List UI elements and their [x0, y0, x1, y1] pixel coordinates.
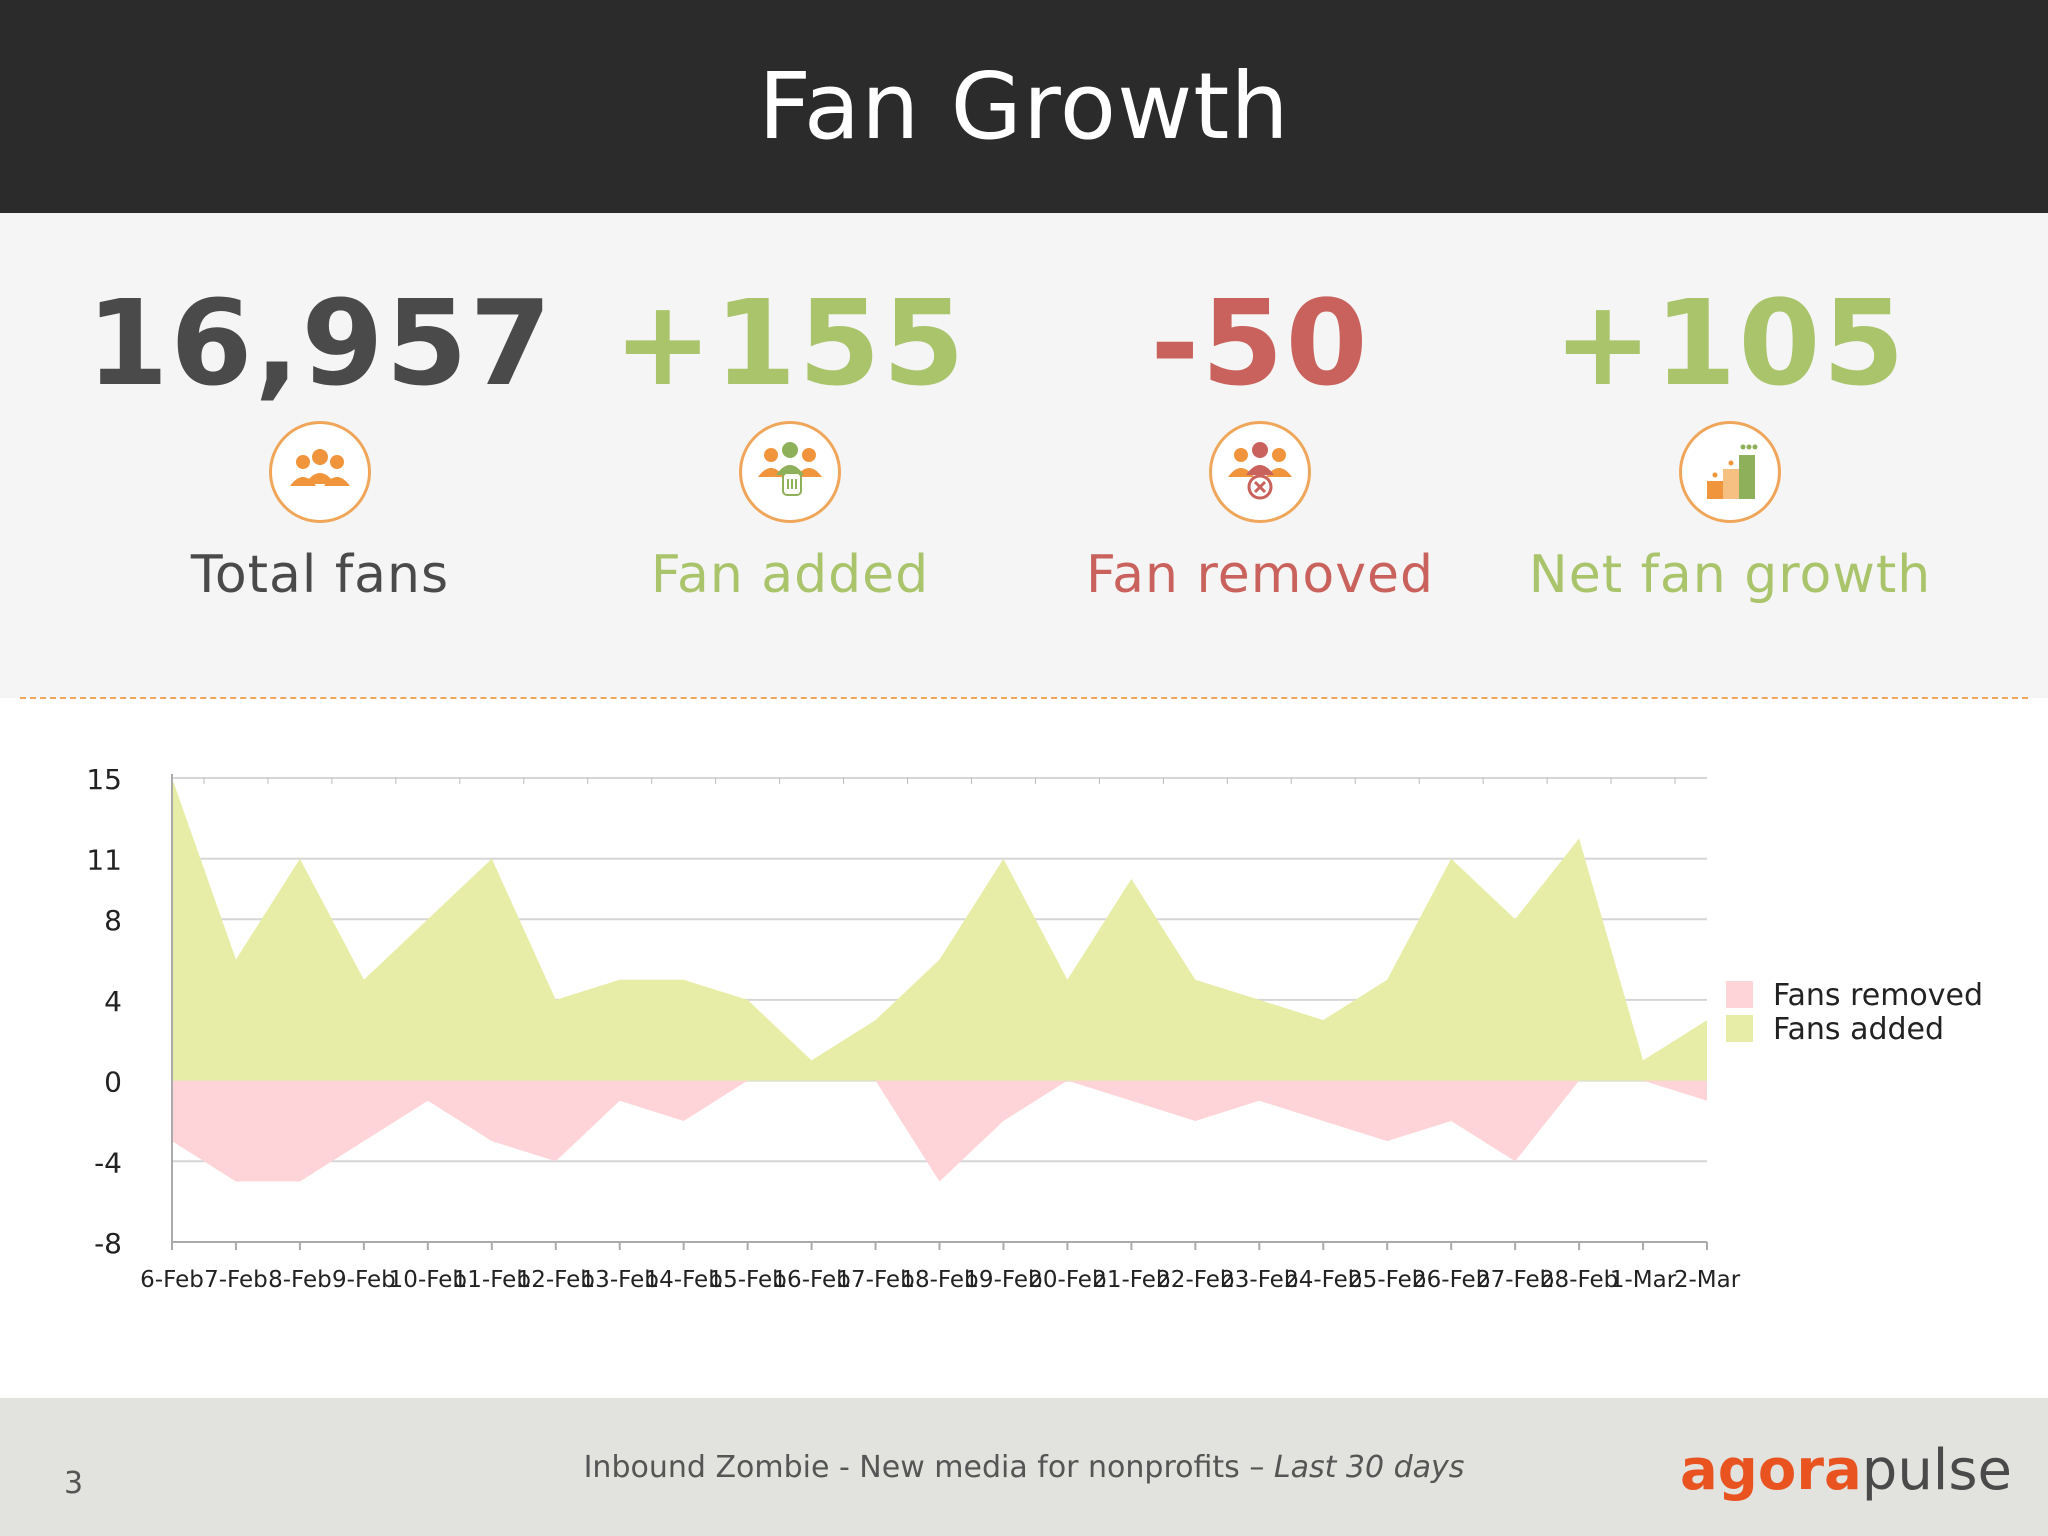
fan-growth-area-chart: 15 11 8 4 0 -4 -8 6-Feb 7-Feb 8-Feb 9-Feb10-Feb11-… [86, 763, 1983, 1293]
x-tick-label: 13-Feb [581, 1267, 659, 1293]
users-group-icon [269, 421, 371, 523]
page-title: Fan Growth [758, 53, 1290, 160]
x-tick-label: 25-Feb [1348, 1267, 1426, 1293]
section-divider [20, 697, 2028, 699]
x-tick-label: 26-Feb [1412, 1267, 1490, 1293]
stat-label: Total fans [190, 545, 450, 605]
x-tick-label: 15-Feb [708, 1267, 786, 1293]
x-tick-label: 18-Feb [900, 1267, 978, 1293]
y-tick-label: 11 [86, 844, 122, 877]
footer-bar: 3 Inbound Zombie - New media for nonprof… [0, 1398, 2048, 1536]
x-tick-label: 12-Feb [517, 1267, 595, 1293]
stat-label: Fan added [650, 545, 930, 605]
user-add-hand-icon [739, 421, 841, 523]
y-tick-label: 0 [104, 1066, 122, 1099]
x-tick-label: 9-Feb [332, 1267, 396, 1293]
stat-value: 16,957 [86, 274, 554, 412]
x-tick-label: 24-Feb [1284, 1267, 1362, 1293]
x-tick-label: 16-Feb [772, 1267, 850, 1293]
x-tick-label: 10-Feb [389, 1267, 467, 1293]
user-remove-icon [1209, 421, 1311, 523]
y-tick-label: 4 [104, 985, 122, 1018]
x-tick-label: 21-Feb [1092, 1267, 1170, 1293]
page-number: 3 [64, 1466, 84, 1501]
chart-container: 15 11 8 4 0 -4 -8 6-Feb 7-Feb 8-Feb 9-Feb 10-Feb 11-… [0, 700, 2048, 1398]
legend-swatch [1726, 981, 1753, 1008]
x-tick-label: 7-Feb [204, 1267, 268, 1293]
x-tick-label: 8-Feb [268, 1267, 332, 1293]
logo-pulse: pulse [1861, 1438, 2012, 1503]
growth-bar-icon [1679, 421, 1781, 523]
y-tick-label: -8 [94, 1227, 122, 1260]
x-tick-label: 22-Feb [1156, 1267, 1234, 1293]
stat-value: -50 [1150, 274, 1370, 412]
x-tick-label: 20-Feb [1028, 1267, 1106, 1293]
series-area-fans-added [172, 778, 1707, 1081]
y-tick-label: 8 [104, 904, 122, 937]
stat-net-fan-growth: +105 Net fan growth [1495, 283, 1965, 605]
x-tick-label: 2-Mar [1674, 1267, 1741, 1293]
x-tick-label: 19-Feb [964, 1267, 1042, 1293]
legend-label: Fans added [1773, 1012, 1944, 1047]
footer-caption: Inbound Zombie - New media for nonprofit… [0, 1450, 2048, 1485]
x-tick-label: 27-Feb [1476, 1267, 1554, 1293]
stat-value: +105 [1553, 274, 1907, 412]
agorapulse-logo: agorapulse [1680, 1438, 2012, 1503]
x-tick-label: 28-Feb [1540, 1267, 1618, 1293]
y-tick-label: 15 [86, 763, 122, 796]
stat-label: Net fan growth [1528, 545, 1932, 605]
stat-label: Fan removed [1086, 545, 1434, 605]
y-tick-label: -4 [94, 1146, 122, 1179]
x-tick-label: 6-Feb [140, 1267, 204, 1293]
x-tick-label: 1-Mar [1610, 1267, 1677, 1293]
stat-total-fans: 16,957 Total fans [85, 283, 555, 605]
caption-period: Last 30 days [1273, 1450, 1465, 1485]
x-tick-label: 17-Feb [836, 1267, 914, 1293]
legend-swatch [1726, 1015, 1753, 1042]
header-bar: Fan Growth [0, 0, 2048, 213]
stat-fan-removed: -50 Fan removed [1025, 283, 1495, 605]
x-tick-label: 11-Feb [453, 1267, 531, 1293]
x-tick-label: 14-Feb [645, 1267, 723, 1293]
logo-agora: agora [1680, 1438, 1862, 1503]
caption-text: Inbound Zombie - New media for nonprofit… [583, 1450, 1274, 1485]
stat-fan-added: +155 Fan added [555, 283, 1025, 605]
stats-panel: 16,957 Total fans +155 Fan added [0, 213, 2048, 698]
stat-value: +155 [613, 274, 967, 412]
series-area-fans-removed [172, 1080, 1707, 1182]
legend-label: Fans removed [1773, 978, 1983, 1013]
x-tick-label: 23-Feb [1220, 1267, 1298, 1293]
